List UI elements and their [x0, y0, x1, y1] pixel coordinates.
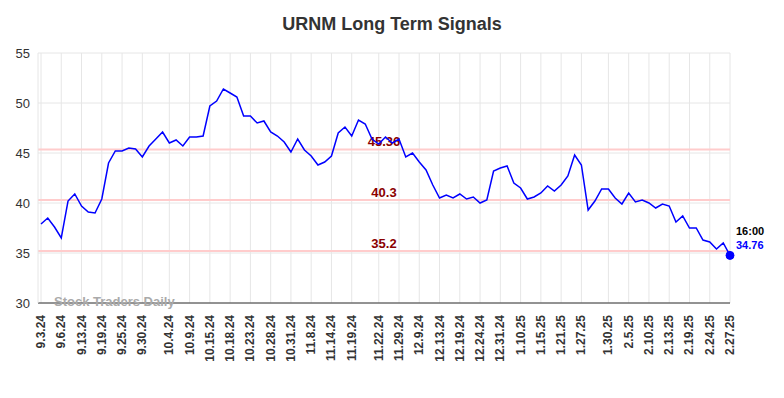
svg-text:10.18.24: 10.18.24: [223, 315, 237, 362]
svg-text:1.15.25: 1.15.25: [534, 315, 548, 355]
svg-text:2.19.25: 2.19.25: [682, 315, 696, 355]
svg-text:2.13.25: 2.13.25: [662, 315, 676, 355]
svg-text:10.9.24: 10.9.24: [183, 315, 197, 355]
svg-text:45.36: 45.36: [367, 134, 401, 150]
svg-text:12.24.24: 12.24.24: [473, 315, 487, 362]
svg-text:50: 50: [16, 96, 30, 111]
svg-text:2.24.25: 2.24.25: [703, 315, 717, 355]
svg-text:11.14.24: 11.14.24: [324, 315, 338, 361]
svg-text:2.27.25: 2.27.25: [723, 315, 737, 355]
svg-text:11.8.24: 11.8.24: [304, 315, 318, 355]
svg-text:34.76: 34.76: [736, 239, 764, 251]
svg-text:9.13.24: 9.13.24: [75, 315, 89, 355]
svg-text:2.5.25: 2.5.25: [622, 315, 636, 349]
svg-text:10.4.24: 10.4.24: [162, 315, 176, 355]
svg-text:9.19.24: 9.19.24: [95, 315, 109, 355]
svg-text:40: 40: [16, 196, 30, 211]
svg-text:1.30.25: 1.30.25: [601, 315, 615, 355]
svg-text:10.23.24: 10.23.24: [243, 315, 257, 362]
svg-text:1.10.25: 1.10.25: [514, 315, 528, 355]
svg-text:10.31.24: 10.31.24: [284, 315, 298, 362]
svg-text:55: 55: [16, 46, 30, 61]
svg-text:9.25.24: 9.25.24: [115, 315, 129, 355]
svg-text:1.27.25: 1.27.25: [574, 315, 588, 355]
svg-text:12.31.24: 12.31.24: [493, 315, 507, 362]
svg-text:35: 35: [16, 246, 30, 261]
html-text:URNM Long Term Signals: URNM Long Term Signals: [282, 14, 502, 34]
svg-text:11.19.24: 11.19.24: [345, 315, 359, 361]
svg-text:10.15.24: 10.15.24: [203, 315, 217, 362]
svg-text:16:00: 16:00: [736, 225, 764, 237]
svg-text:11.22.24: 11.22.24: [372, 315, 386, 361]
svg-text:12.13.24: 12.13.24: [433, 315, 447, 362]
svg-text:45: 45: [16, 146, 30, 161]
svg-text:9.6.24: 9.6.24: [54, 315, 68, 349]
svg-text:9.30.24: 9.30.24: [135, 315, 149, 355]
svg-text:35.2: 35.2: [371, 236, 396, 251]
html-text:Stock Traders Daily: Stock Traders Daily: [54, 294, 175, 309]
svg-text:12.9.24: 12.9.24: [412, 315, 426, 355]
svg-text:40.3: 40.3: [371, 185, 396, 200]
svg-text:1.21.25: 1.21.25: [554, 315, 568, 355]
svg-text:10.28.24: 10.28.24: [264, 315, 278, 362]
svg-text:30: 30: [16, 296, 30, 311]
svg-text:2.10.25: 2.10.25: [642, 315, 656, 355]
svg-text:12.19.24: 12.19.24: [453, 315, 467, 362]
svg-text:9.3.24: 9.3.24: [34, 315, 48, 349]
svg-text:11.29.24: 11.29.24: [392, 315, 406, 361]
